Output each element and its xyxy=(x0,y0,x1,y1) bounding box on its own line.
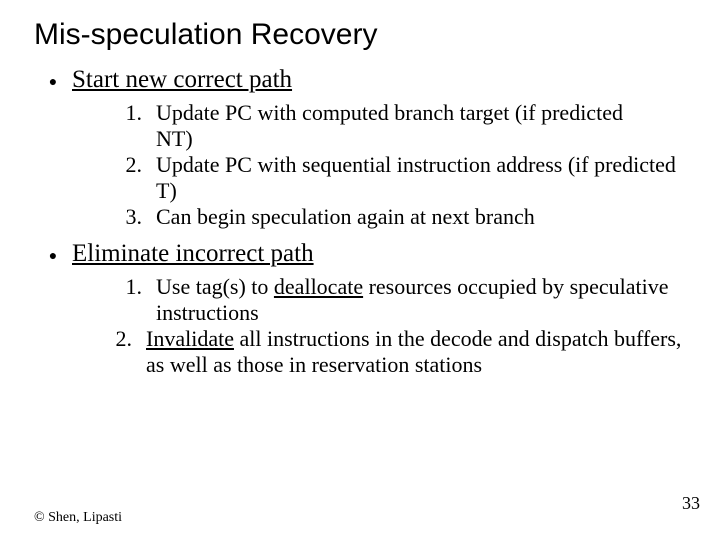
list-item: 2. Invalidate all instructions in the de… xyxy=(112,326,686,378)
item-number: 2. xyxy=(112,326,146,352)
section-2-list: 1. Use tag(s) to deallocate resources oc… xyxy=(34,274,686,378)
item-text: Use tag(s) to deallocate resources occup… xyxy=(156,274,676,326)
page-number: 33 xyxy=(682,493,700,514)
item-text: Can begin speculation again at next bran… xyxy=(156,204,535,230)
bullet-icon: ● xyxy=(34,66,72,88)
slide-title: Mis-speculation Recovery xyxy=(34,18,686,52)
section-2: ● Eliminate incorrect path xyxy=(34,240,686,268)
bullet-icon: ● xyxy=(34,240,72,262)
section-1-heading: Start new correct path xyxy=(72,66,292,94)
item-text: Invalidate all instructions in the decod… xyxy=(146,326,686,378)
text-underline: deallocate xyxy=(274,274,363,299)
section-1: ● Start new correct path xyxy=(34,66,686,94)
section-2-heading: Eliminate incorrect path xyxy=(72,240,314,268)
item-number: 2. xyxy=(112,152,156,178)
item-number: 3. xyxy=(112,204,156,230)
section-1-list: 1. Update PC with computed branch target… xyxy=(34,100,686,230)
text-underline: Invalidate xyxy=(146,326,234,351)
footer-copyright: © Shen, Lipasti xyxy=(34,510,122,526)
list-item: 2. Update PC with sequential instruction… xyxy=(112,152,686,204)
text-fragment: Use tag(s) to xyxy=(156,274,274,299)
item-number: 1. xyxy=(112,100,156,126)
list-item: 1. Update PC with computed branch target… xyxy=(112,100,686,152)
list-item: 1. Use tag(s) to deallocate resources oc… xyxy=(112,274,686,326)
list-item: 3. Can begin speculation again at next b… xyxy=(112,204,686,230)
item-text: Update PC with computed branch target (i… xyxy=(156,100,656,152)
item-number: 1. xyxy=(112,274,156,300)
item-text: Update PC with sequential instruction ad… xyxy=(156,152,676,204)
slide: Mis-speculation Recovery ● Start new cor… xyxy=(0,0,720,540)
